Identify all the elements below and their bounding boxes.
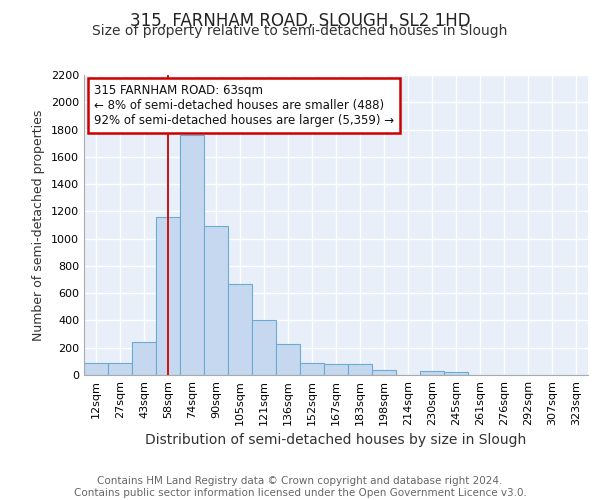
Bar bbox=[156, 217, 180, 375]
Bar bbox=[276, 344, 300, 375]
X-axis label: Distribution of semi-detached houses by size in Slough: Distribution of semi-detached houses by … bbox=[145, 434, 527, 448]
Bar bbox=[372, 370, 396, 375]
Bar bbox=[204, 226, 228, 375]
Text: Size of property relative to semi-detached houses in Slough: Size of property relative to semi-detach… bbox=[92, 24, 508, 38]
Bar bbox=[228, 284, 252, 375]
Bar bbox=[84, 362, 108, 375]
Bar bbox=[324, 364, 348, 375]
Bar bbox=[444, 372, 468, 375]
Bar bbox=[420, 371, 444, 375]
Bar bbox=[132, 342, 156, 375]
Y-axis label: Number of semi-detached properties: Number of semi-detached properties bbox=[32, 110, 46, 340]
Text: 315, FARNHAM ROAD, SLOUGH, SL2 1HD: 315, FARNHAM ROAD, SLOUGH, SL2 1HD bbox=[130, 12, 470, 30]
Bar bbox=[252, 320, 276, 375]
Bar bbox=[108, 362, 132, 375]
Bar bbox=[348, 364, 372, 375]
Bar bbox=[300, 362, 324, 375]
Text: Contains HM Land Registry data © Crown copyright and database right 2024.
Contai: Contains HM Land Registry data © Crown c… bbox=[74, 476, 526, 498]
Text: 315 FARNHAM ROAD: 63sqm
← 8% of semi-detached houses are smaller (488)
92% of se: 315 FARNHAM ROAD: 63sqm ← 8% of semi-det… bbox=[94, 84, 394, 127]
Bar bbox=[180, 135, 204, 375]
